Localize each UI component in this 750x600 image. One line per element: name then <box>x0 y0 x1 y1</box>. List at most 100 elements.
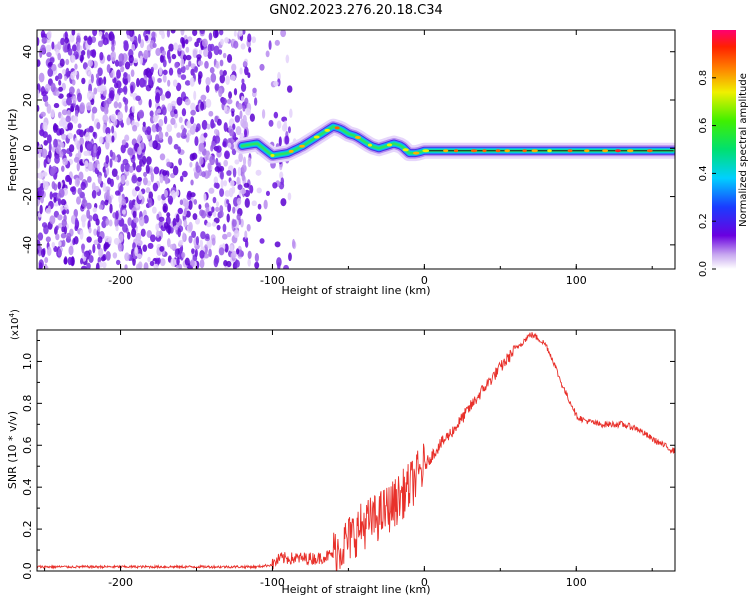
noise-speckle <box>115 259 121 266</box>
noise-speckle <box>50 166 54 177</box>
noise-speckle <box>76 196 82 205</box>
noise-speckle <box>86 50 91 59</box>
noise-speckle <box>80 54 84 63</box>
noise-speckle <box>232 167 237 178</box>
snr-plot-area <box>37 332 675 571</box>
noise-speckle <box>274 241 281 248</box>
noise-speckle <box>86 141 93 152</box>
noise-speckle <box>206 222 212 228</box>
noise-speckle <box>215 201 220 207</box>
noise-speckle <box>57 73 63 80</box>
noise-speckle <box>147 242 154 249</box>
noise-speckle <box>205 206 210 214</box>
noise-speckle <box>92 207 97 213</box>
noise-speckle <box>57 214 63 221</box>
noise-speckle <box>135 95 141 102</box>
noise-speckle <box>157 77 162 83</box>
noise-speckle <box>244 66 249 76</box>
noise-speckle <box>150 66 154 73</box>
noise-speckle <box>79 144 83 153</box>
noise-speckle <box>131 105 136 113</box>
noise-speckle <box>263 199 268 210</box>
noise-speckle <box>162 69 168 76</box>
noise-speckle <box>58 79 62 86</box>
noise-speckle <box>45 236 51 243</box>
noise-speckle <box>75 53 79 59</box>
noise-speckle <box>149 110 154 117</box>
noise-speckle <box>131 174 138 184</box>
noise-speckle <box>124 61 131 70</box>
noise-speckle <box>38 72 45 83</box>
ridge-hotspot <box>402 148 409 152</box>
noise-speckle <box>132 210 137 219</box>
noise-speckle <box>197 60 204 66</box>
noise-speckle <box>214 115 219 123</box>
ridge-hotspot <box>270 154 275 158</box>
noise-speckle <box>177 44 182 52</box>
noise-speckle <box>37 105 40 112</box>
noise-speckle <box>179 199 184 206</box>
noise-speckle <box>153 166 160 175</box>
noise-speckle <box>244 198 250 208</box>
noise-speckle <box>58 119 65 127</box>
noise-speckle <box>181 170 188 178</box>
noise-speckle <box>46 246 52 256</box>
noise-speckle <box>229 180 235 187</box>
noise-speckle <box>274 39 280 46</box>
noise-speckle <box>182 232 186 242</box>
noise-speckle <box>159 54 164 63</box>
noise-speckle <box>138 261 143 269</box>
noise-speckle <box>97 225 101 232</box>
noise-speckle <box>143 176 148 186</box>
noise-speckle <box>228 91 233 99</box>
noise-speckle <box>77 92 83 103</box>
noise-speckle <box>173 143 179 150</box>
noise-speckle <box>99 51 104 61</box>
noise-speckle <box>222 141 227 148</box>
noise-speckle <box>95 73 100 79</box>
noise-speckle <box>210 144 214 152</box>
noise-speckle <box>165 131 169 137</box>
noise-speckle <box>240 188 247 195</box>
noise-speckle <box>200 231 206 240</box>
noise-speckle <box>178 116 183 124</box>
noise-speckle <box>87 149 92 157</box>
noise-speckle <box>63 214 67 222</box>
ridge-hotspot <box>602 149 609 153</box>
noise-speckle <box>254 252 259 263</box>
noise-speckle <box>158 126 162 132</box>
noise-speckle <box>51 145 56 153</box>
noise-speckle <box>120 174 126 185</box>
noise-speckle <box>79 102 86 113</box>
noise-speckle <box>198 49 203 55</box>
noise-speckle <box>185 132 190 143</box>
noise-speckle <box>223 180 228 187</box>
noise-speckle <box>231 250 237 259</box>
noise-speckle <box>62 68 67 75</box>
noise-speckle <box>116 69 121 79</box>
noise-speckle <box>223 159 228 167</box>
noise-speckle <box>126 117 131 126</box>
noise-speckle <box>190 102 196 111</box>
noise-speckle <box>172 79 178 87</box>
ridge-hotspot <box>567 149 573 153</box>
noise-speckle <box>208 110 214 117</box>
noise-speckle <box>71 55 76 63</box>
noise-speckle <box>208 187 215 194</box>
noise-speckle <box>159 153 166 161</box>
noise-speckle <box>68 245 74 256</box>
noise-speckle <box>233 88 238 96</box>
spectrogram-y-tick-label: 0 <box>21 145 34 152</box>
noise-speckle <box>167 79 171 87</box>
noise-speckle <box>214 135 221 144</box>
noise-speckle <box>97 243 101 250</box>
noise-speckle <box>78 171 84 181</box>
ridge-hotspot <box>646 149 653 153</box>
noise-speckle <box>229 128 235 137</box>
spectrogram-frame <box>36 29 676 270</box>
noise-speckle <box>167 225 171 235</box>
noise-speckle <box>88 226 92 234</box>
ridge-hotspot <box>471 149 478 153</box>
noise-speckle <box>84 131 90 142</box>
noise-speckle <box>226 98 233 105</box>
